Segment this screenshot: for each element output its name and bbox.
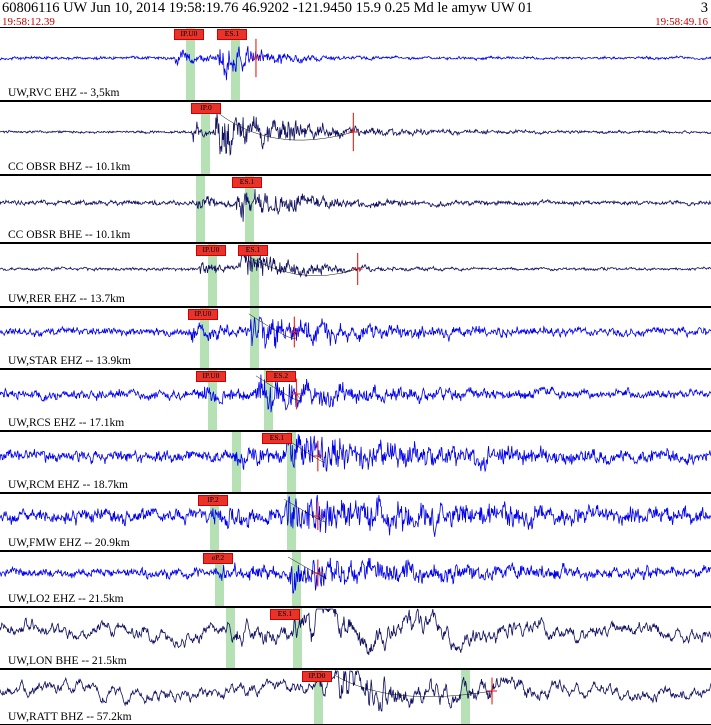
trace-panel[interactable]: eP.2 UW,LO2 EHZ -- 21.5km bbox=[0, 551, 711, 607]
end-time-label: 19:58:49.16 bbox=[655, 16, 708, 28]
pick-window-band bbox=[293, 608, 302, 668]
channel-label: UW,RCM EHZ -- 18.7km bbox=[8, 479, 129, 491]
header-bar: 60806116 UW Jun 10, 2014 19:58:19.76 46.… bbox=[0, 0, 711, 17]
trace-panel[interactable]: ES.1 CC OBSR BHE -- 10.1km bbox=[0, 175, 711, 243]
waveform bbox=[0, 188, 711, 222]
phase-pick-label[interactable]: ES.2 bbox=[266, 371, 296, 382]
channel-label: UW,RCS EHZ -- 17.1km bbox=[8, 417, 125, 429]
trace-panel[interactable]: IP.U0 ES.1 UW,RER EHZ -- 13.7km bbox=[0, 243, 711, 307]
start-time-label: 19:58:12.39 bbox=[2, 16, 55, 28]
waveform bbox=[0, 249, 711, 285]
waveform bbox=[0, 374, 711, 413]
phase-pick-label[interactable]: ES.1 bbox=[270, 609, 300, 620]
pick-window-band bbox=[232, 432, 241, 492]
channel-label: CC OBSR BHE -- 10.1km bbox=[8, 229, 131, 241]
trace-panel[interactable]: IP.2 UW,FMW EHZ -- 20.9km bbox=[0, 493, 711, 551]
trace-panel[interactable]: IP.U0 UW,STAR EHZ -- 13.9km bbox=[0, 307, 711, 369]
phase-pick-label[interactable]: IP.U0 bbox=[188, 309, 218, 320]
waveform bbox=[0, 38, 711, 81]
pick-window-band bbox=[226, 608, 235, 668]
pick-window-band bbox=[201, 102, 210, 174]
channel-label: UW,STAR EHZ -- 13.9km bbox=[8, 355, 131, 367]
channel-label: UW,LO2 EHZ -- 21.5km bbox=[8, 593, 124, 605]
trace-panels: IP.U0 ES.1 UW,RVC EHZ -- 3,5km IP.0 CC OBSR … bbox=[0, 27, 711, 725]
pick-window-band bbox=[196, 176, 205, 242]
channel-label: UW,RVC EHZ -- 3,5km bbox=[8, 87, 120, 99]
event-title: 60806116 UW Jun 10, 2014 19:58:19.76 46.… bbox=[2, 0, 533, 16]
waveform bbox=[0, 670, 711, 712]
pick-window-band bbox=[186, 28, 195, 100]
channel-label: UW,FMW EHZ -- 20.9km bbox=[8, 537, 130, 549]
phase-pick-label[interactable]: eP.2 bbox=[203, 553, 233, 564]
waveform bbox=[0, 109, 711, 156]
phase-pick-label[interactable]: IP.D0 bbox=[302, 671, 332, 682]
waveform bbox=[0, 313, 711, 349]
channel-label: UW,RER EHZ -- 13.7km bbox=[8, 293, 125, 305]
pick-window-band bbox=[215, 552, 224, 606]
channel-label: CC OBSR BHZ -- 10.1km bbox=[8, 161, 131, 173]
phase-pick-label[interactable]: IP.2 bbox=[198, 495, 228, 506]
phase-pick-label[interactable]: IP.U0 bbox=[196, 245, 226, 256]
trace-panel[interactable]: IP.U0 ES.1 UW,RVC EHZ -- 3,5km bbox=[0, 27, 711, 101]
phase-pick-label[interactable]: IP.0 bbox=[191, 103, 221, 114]
channel-label: UW,LON BHE -- 21.5km bbox=[8, 655, 127, 667]
trace-panel[interactable]: ES.1 UW,RCM EHZ -- 18.7km bbox=[0, 431, 711, 493]
pick-window-band bbox=[250, 308, 259, 368]
waveform bbox=[0, 494, 711, 537]
phase-pick-label[interactable]: ES.1 bbox=[238, 245, 268, 256]
pick-window-band bbox=[208, 244, 217, 306]
pick-window-band bbox=[208, 370, 217, 430]
phase-pick-label[interactable]: ES.1 bbox=[232, 177, 262, 188]
trace-panel[interactable]: IP.U0 ES.2 UW,RCS EHZ -- 17.1km bbox=[0, 369, 711, 431]
waveform bbox=[0, 556, 711, 594]
pick-window-band bbox=[461, 670, 470, 724]
phase-pick-label[interactable]: IP.U0 bbox=[196, 371, 226, 382]
pick-window-band bbox=[250, 244, 259, 306]
trace-panel[interactable]: IP.D0 UW,RATT BHZ -- 57.2km bbox=[0, 669, 711, 725]
trace-panel[interactable]: ES.1 UW,LON BHE -- 21.5km bbox=[0, 607, 711, 669]
trace-panel[interactable]: IP.0 CC OBSR BHZ -- 10.1km bbox=[0, 101, 711, 175]
phase-pick-label[interactable]: ES.1 bbox=[262, 433, 292, 444]
pick-window-band bbox=[200, 308, 209, 368]
pick-window-band bbox=[264, 370, 273, 430]
phase-pick-label[interactable]: IP.U0 bbox=[174, 29, 204, 40]
pick-window-band bbox=[314, 670, 323, 724]
pick-window-band bbox=[231, 28, 240, 100]
waveform bbox=[0, 432, 711, 473]
event-count: 3 bbox=[700, 0, 708, 16]
channel-label: UW,RATT BHZ -- 57.2km bbox=[8, 711, 132, 723]
pick-window-band bbox=[287, 432, 296, 492]
waveform bbox=[0, 608, 711, 656]
phase-pick-label[interactable]: ES.1 bbox=[217, 29, 247, 40]
